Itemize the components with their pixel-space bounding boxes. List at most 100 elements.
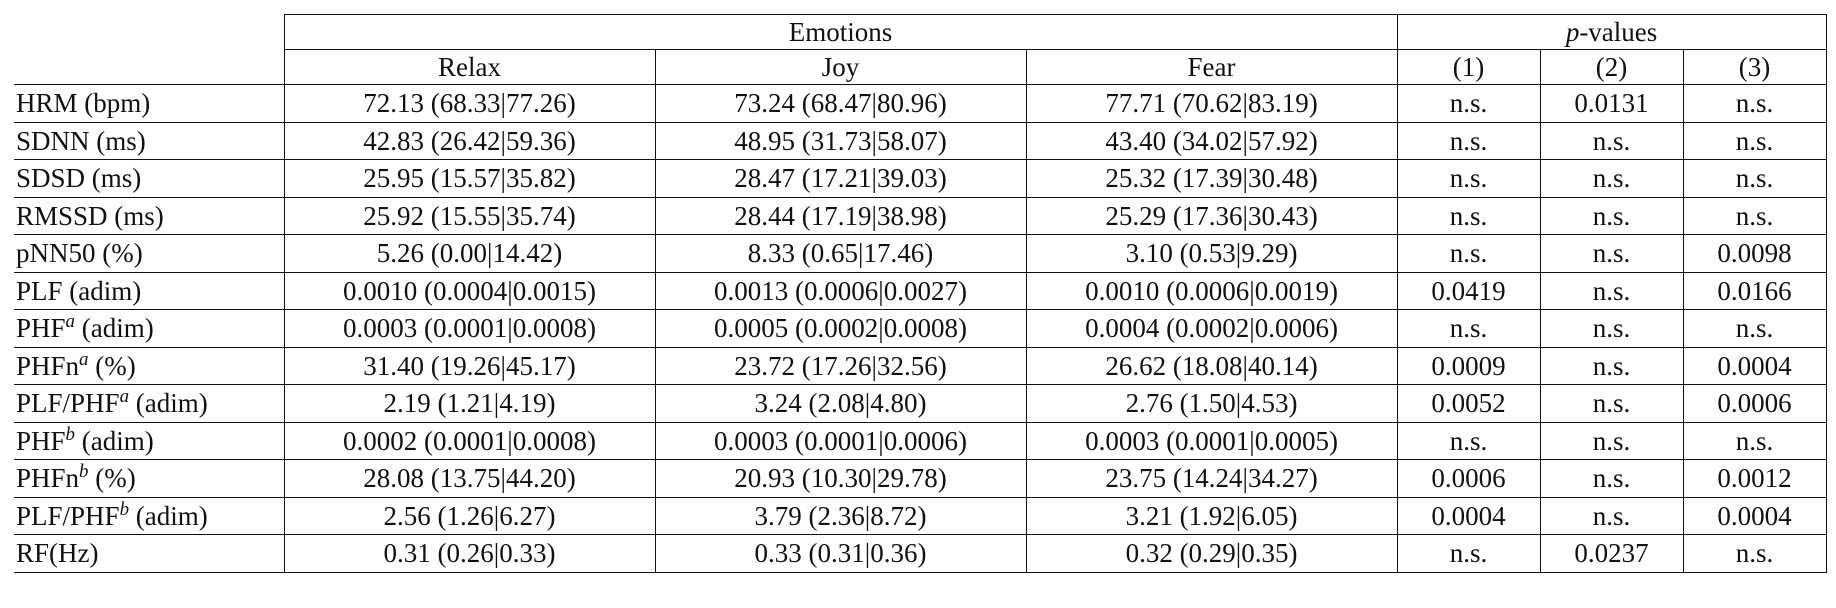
cell-p3: n.s. [1682,121,1827,160]
header-corner-2 [14,50,284,85]
table-row: pNN50 (%) 5.26 (0.00|14.42) 8.33 (0.65|17.… [14,234,1827,273]
cell-p1: n.s. [1396,421,1541,460]
cell-relax: 25.92 (15.55|35.74) [283,196,656,235]
cell-p3: n.s. [1682,84,1827,123]
row-label: HRM (bpm) [14,84,285,123]
cell-relax: 42.83 (26.42|59.36) [283,121,656,160]
row-label: PHFnb (%) [14,459,285,498]
cell-relax: 0.0010 (0.0004|0.0015) [283,271,656,310]
cell-fear: 25.29 (17.36|30.43) [1025,196,1398,235]
cell-fear: 3.21 (1.92|6.05) [1025,496,1398,535]
cell-joy: 23.72 (17.26|32.56) [654,346,1027,385]
table-row: PHFna (%) 31.40 (19.26|45.17) 23.72 (17.26… [14,346,1827,385]
table-row: PLF/PHFa (adim) 2.19 (1.21|4.19) 3.24 (2.0… [14,384,1827,423]
column-header-p2: (2) [1539,49,1684,85]
cell-relax: 2.19 (1.21|4.19) [283,384,656,423]
cell-relax: 5.26 (0.00|14.42) [283,234,656,273]
cell-p2: n.s. [1539,159,1684,198]
table-row: SDNN (ms) 42.83 (26.42|59.36) 48.95 (31.73… [14,121,1827,160]
cell-fear: 0.0003 (0.0001|0.0005) [1025,421,1398,460]
row-label: RF(Hz) [14,534,285,573]
row-label: SDNN (ms) [14,121,285,160]
cell-joy: 73.24 (68.47|80.96) [654,84,1027,123]
cell-joy: 48.95 (31.73|58.07) [654,121,1027,160]
row-label-name: RMSSD (ms) [16,200,164,231]
results-table: Emotions p-values Relax Joy Fear (1) (2)… [14,14,1827,573]
cell-joy: 0.0005 (0.0002|0.0008) [654,309,1027,348]
cell-p2: n.s. [1539,309,1684,348]
cell-p2: n.s. [1539,384,1684,423]
cell-relax: 31.40 (19.26|45.17) [283,346,656,385]
row-label: PLF (adim) [14,271,285,310]
cell-p3: 0.0012 [1682,459,1827,498]
cell-fear: 26.62 (18.08|40.14) [1025,346,1398,385]
cell-p2: 0.0237 [1539,534,1684,573]
cell-p3: n.s. [1682,309,1827,348]
cell-p2: n.s. [1539,421,1684,460]
row-label-name: SDSD (ms) [16,163,142,194]
cell-joy: 28.47 (17.21|39.03) [654,159,1027,198]
cell-joy: 3.24 (2.08|4.80) [654,384,1027,423]
column-header-fear: Fear [1025,49,1398,85]
cell-joy: 20.93 (10.30|29.78) [654,459,1027,498]
row-label-name: SDNN (ms) [16,125,146,156]
header-group-row: Emotions p-values [14,14,1827,50]
row-label-name: PHFn [16,350,80,381]
cell-p2: n.s. [1539,234,1684,273]
table-row: RF(Hz) 0.31 (0.26|0.33) 0.33 (0.31|0.36) 0.… [14,534,1827,573]
row-label-superscript: b [119,498,130,520]
cell-p1: n.s. [1396,309,1541,348]
cell-p3: 0.0098 [1682,234,1827,273]
row-label-name: RF(Hz) [16,538,99,569]
row-label-unit: (adim) [129,388,208,419]
header-pvalues-italic: p [1565,17,1580,47]
row-label: pNN50 (%) [14,234,285,273]
table-row: SDSD (ms) 25.95 (15.57|35.82) 28.47 (17.21… [14,159,1827,198]
table-body: HRM (bpm) 72.13 (68.33|77.26) 73.24 (68.47… [14,84,1827,573]
cell-fear: 23.75 (14.24|34.27) [1025,459,1398,498]
header-group-pvalues: p-values [1396,14,1827,50]
row-label: PHFb (adim) [14,421,285,460]
cell-p3: 0.0006 [1682,384,1827,423]
cell-p1: n.s. [1396,121,1541,160]
row-label-superscript: a [79,348,89,370]
cell-relax: 0.0003 (0.0001|0.0008) [283,309,656,348]
cell-relax: 72.13 (68.33|77.26) [283,84,656,123]
cell-p1: 0.0052 [1396,384,1541,423]
cell-joy: 28.44 (17.19|38.98) [654,196,1027,235]
row-label-name: PHF [16,313,66,344]
header-group-emotions: Emotions [283,14,1398,50]
row-label: SDSD (ms) [14,159,285,198]
cell-p1: n.s. [1396,534,1541,573]
row-label: RMSSD (ms) [14,196,285,235]
cell-fear: 77.71 (70.62|83.19) [1025,84,1398,123]
table-row: PHFb (adim) 0.0002 (0.0001|0.0008) 0.0003 … [14,421,1827,460]
row-label-unit: (%) [88,350,136,381]
cell-p2: n.s. [1539,496,1684,535]
table-row: RMSSD (ms) 25.92 (15.55|35.74) 28.44 (17.1… [14,196,1827,235]
cell-fear: 0.32 (0.29|0.35) [1025,534,1398,573]
column-header-p3: (3) [1682,49,1827,85]
table-row: HRM (bpm) 72.13 (68.33|77.26) 73.24 (68.47… [14,84,1827,123]
row-label-name: PLF (adim) [16,275,142,306]
cell-p3: 0.0004 [1682,496,1827,535]
row-label-superscript: b [65,423,75,445]
cell-joy: 0.0013 (0.0006|0.0027) [654,271,1027,310]
row-label-unit: (%) [88,463,136,494]
row-label: PHFna (%) [14,346,285,385]
header-corner [14,15,284,50]
cell-p3: 0.0166 [1682,271,1827,310]
cell-p1: 0.0009 [1396,346,1541,385]
row-label-superscript: a [119,386,130,408]
table-header: Emotions p-values Relax Joy Fear (1) (2)… [14,14,1827,85]
column-header-joy: Joy [654,49,1027,85]
cell-relax: 25.95 (15.57|35.82) [283,159,656,198]
cell-joy: 8.33 (0.65|17.46) [654,234,1027,273]
column-header-p1: (1) [1396,49,1541,85]
column-header-relax: Relax [283,49,656,85]
cell-fear: 2.76 (1.50|4.53) [1025,384,1398,423]
cell-fear: 43.40 (34.02|57.92) [1025,121,1398,160]
row-label-name: PHFn [16,463,80,494]
row-label-unit: (adim) [74,425,154,456]
cell-fear: 0.0010 (0.0006|0.0019) [1025,271,1398,310]
